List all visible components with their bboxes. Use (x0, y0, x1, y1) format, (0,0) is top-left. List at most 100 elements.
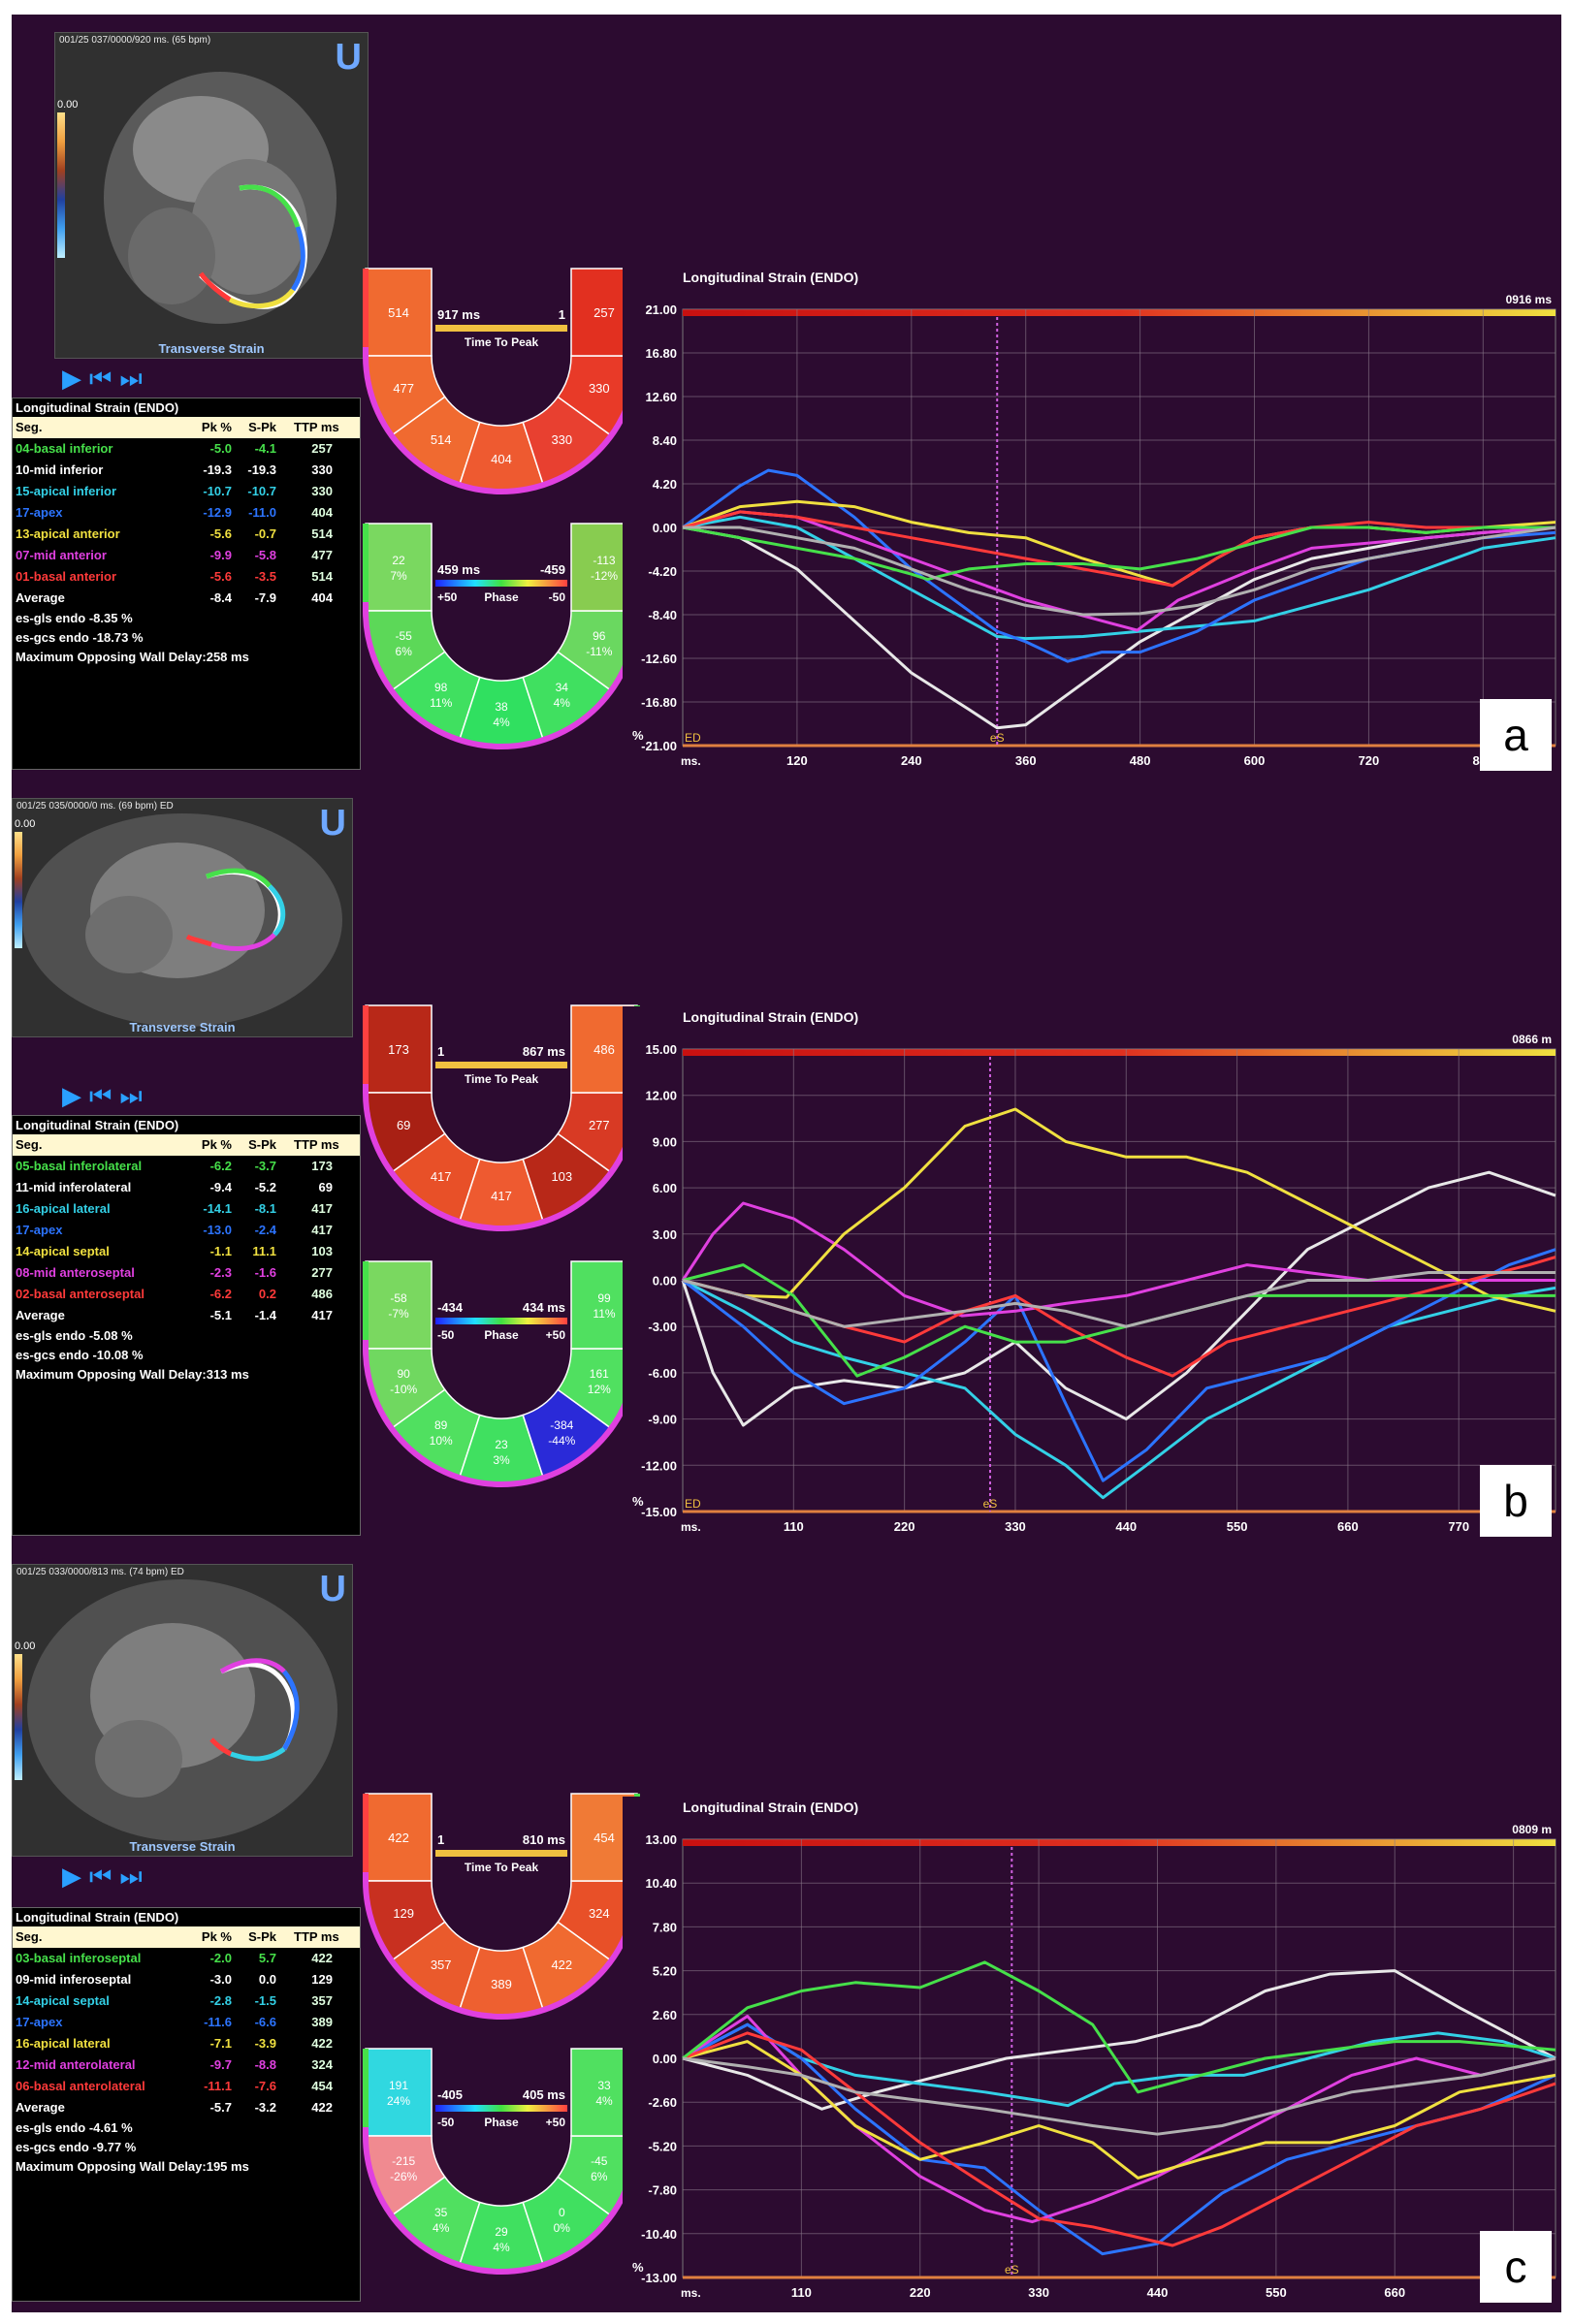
skip-end-icon[interactable]: ⏭ (119, 1081, 150, 1110)
series-line-cyan[interactable] (682, 515, 1556, 641)
table-row[interactable]: Average -8.4 -7.9 404 (13, 588, 360, 609)
table-row[interactable]: 12-mid anterolateral -9.7 -8.8 324 (13, 2054, 360, 2076)
phase-segment[interactable] (365, 2048, 433, 2137)
table-cell: -8.8 (254, 2057, 276, 2072)
table-row[interactable]: 02-basal anteroseptal -6.2 0.2 486 (13, 1284, 360, 1305)
table-cell: 330 (311, 462, 333, 477)
y-tick-label: 13.00 (645, 1832, 677, 1847)
color-scale-bar (15, 832, 22, 948)
series-line-green[interactable] (682, 1960, 1556, 2094)
table-row[interactable]: 04-basal inferior -5.0 -4.1 257 (13, 438, 360, 460)
series-line-yellow[interactable] (682, 1107, 1556, 1313)
color-scale-bar (15, 1654, 22, 1780)
strain-table: Longitudinal Strain (ENDO) Seg. Pk % S-Pk TT… (12, 1115, 361, 1536)
phase-right-label: 405 ms (523, 2087, 565, 2102)
series-line-gray[interactable] (682, 1271, 1556, 1328)
play-icon[interactable]: ▶ (62, 364, 89, 393)
strain-chart[interactable]: Longitudinal Strain (ENDO) 0809 m 13.00 10.… (623, 1797, 1561, 2310)
table-cell: -10.7 (247, 484, 276, 498)
table-row[interactable]: 10-mid inferior -19.3 -19.3 330 (13, 460, 360, 481)
series-line-cyan[interactable] (682, 2022, 1556, 2108)
y-tick-label: 0.00 (653, 2052, 677, 2066)
series-line-white[interactable] (682, 525, 1556, 730)
table-row[interactable]: 17-apex -11.6 -6.6 389 (13, 2012, 360, 2033)
series-line-gray[interactable] (683, 525, 1556, 617)
ttp-value: 486 (594, 1042, 615, 1057)
table-row[interactable]: Average -5.1 -1.4 417 (13, 1305, 360, 1326)
time-bar[interactable] (683, 1839, 1556, 1846)
skip-end-icon[interactable]: ⏭ (119, 364, 150, 393)
series-line-white[interactable] (681, 1170, 1556, 1427)
table-row[interactable]: 17-apex -12.9 -11.0 404 (13, 502, 360, 524)
table-cell: 422 (311, 2036, 333, 2051)
table-row[interactable]: 13-apical anterior -5.6 -0.7 514 (13, 524, 360, 545)
play-icon[interactable]: ▶ (62, 1081, 89, 1110)
table-row[interactable]: 07-mid anterior -9.9 -5.8 477 (13, 545, 360, 566)
series-line-gray[interactable] (682, 2056, 1556, 2136)
table-row[interactable]: 16-apical lateral -7.1 -3.9 422 (13, 2033, 360, 2054)
table-cell: 417 (311, 1308, 333, 1322)
strain-chart[interactable]: Longitudinal Strain (ENDO) 0866 m 15.00 12.… (623, 1006, 1561, 1544)
table-cell: -2.0 (209, 1951, 232, 1965)
series-line-blue[interactable] (682, 1248, 1556, 1482)
phase-value: 33 (597, 2079, 611, 2092)
y-tick-label: -3.00 (648, 1320, 677, 1334)
table-cell: 389 (311, 2015, 333, 2029)
series-line-magenta[interactable] (681, 1201, 1556, 1318)
logo-icon: U (319, 1569, 346, 1609)
strain-chart[interactable]: Longitudinal Strain (ENDO) 0916 ms 21.00 16… (623, 267, 1561, 779)
skip-start-icon[interactable]: ⏮ (89, 364, 120, 393)
table-cell: -1.4 (254, 1308, 276, 1322)
phase-percent: -12% (591, 569, 618, 583)
series-line-blue[interactable] (682, 2022, 1556, 2256)
table-row[interactable]: 15-apical inferior -10.7 -10.7 330 (13, 481, 360, 502)
ttp-value: 422 (388, 1831, 409, 1845)
phase-value: 161 (590, 1367, 609, 1381)
table-row[interactable]: Average -5.7 -3.2 422 (13, 2097, 360, 2118)
table-row[interactable]: 09-mid inferoseptal -3.0 0.0 129 (13, 1969, 360, 1990)
table-row[interactable]: 01-basal anterior -5.6 -3.5 514 (13, 566, 360, 588)
table-cell: -1.1 (209, 1244, 232, 1258)
table-row[interactable]: 03-basal inferoseptal -2.0 5.7 422 (13, 1948, 360, 1969)
play-icon[interactable]: ▶ (62, 1862, 89, 1891)
mri-image[interactable]: 001/25 033/0000/813 ms. (74 bpm) ED 0.00… (12, 1564, 353, 1857)
table-row[interactable]: 16-apical lateral -14.1 -8.1 417 (13, 1198, 360, 1220)
series-line-cyan[interactable] (682, 1279, 1556, 1500)
phase-value: 96 (593, 629, 606, 643)
table-row[interactable]: 14-apical septal -1.1 11.1 103 (13, 1241, 360, 1262)
mri-image[interactable]: 001/25 037/0000/920 ms. (65 bpm) 0.00 U … (54, 32, 369, 359)
ttp-value: 422 (551, 1958, 572, 1972)
series-line-red[interactable] (682, 510, 1556, 588)
series-line-green[interactable] (682, 525, 1556, 582)
series-line-yellow[interactable] (682, 2040, 1556, 2180)
skip-end-icon[interactable]: ⏭ (119, 1862, 150, 1891)
series-line-red[interactable] (682, 2031, 1556, 2247)
series-line-magenta[interactable] (682, 510, 1556, 632)
series-line-white[interactable] (682, 1969, 1556, 2111)
table-cell: -5.6 (209, 526, 232, 541)
table-row[interactable]: 06-basal anterolateral -11.1 -7.6 454 (13, 2076, 360, 2097)
skip-start-icon[interactable]: ⏮ (89, 1081, 120, 1110)
table-row[interactable]: 14-apical septal -2.8 -1.5 357 (13, 1990, 360, 2012)
mri-image[interactable]: 001/25 035/0000/0 ms. (69 bpm) ED 0.00 U… (12, 798, 353, 1037)
table-row[interactable]: 05-basal inferolateral -6.2 -3.7 173 (13, 1156, 360, 1177)
ttp-left-label: 917 ms (437, 307, 480, 322)
skip-start-icon[interactable]: ⏮ (89, 1862, 120, 1891)
ttp-value: 129 (393, 1906, 414, 1921)
table-row[interactable]: 08-mid anteroseptal -2.3 -1.6 277 (13, 1262, 360, 1284)
y-tick-label: 15.00 (645, 1042, 677, 1057)
summary-line: Maximum Opposing Wall Delay:258 ms (16, 650, 249, 664)
table-cell: 257 (311, 441, 333, 456)
y-tick-label: 12.00 (645, 1089, 677, 1103)
summary-line: Maximum Opposing Wall Delay:313 ms (16, 1367, 249, 1382)
time-bar[interactable] (683, 309, 1556, 316)
table-cell: 5.7 (258, 1951, 276, 1965)
phase-segment[interactable] (365, 1260, 433, 1350)
table-row[interactable]: 17-apex -13.0 -2.4 417 (13, 1220, 360, 1241)
ttp-value: 454 (594, 1831, 615, 1845)
table-cell: 514 (311, 569, 333, 584)
phase-segment[interactable] (365, 523, 433, 612)
time-bar[interactable] (683, 1049, 1556, 1056)
series-line-green[interactable] (682, 1263, 1556, 1378)
table-row[interactable]: 11-mid inferolateral -9.4 -5.2 69 (13, 1177, 360, 1198)
